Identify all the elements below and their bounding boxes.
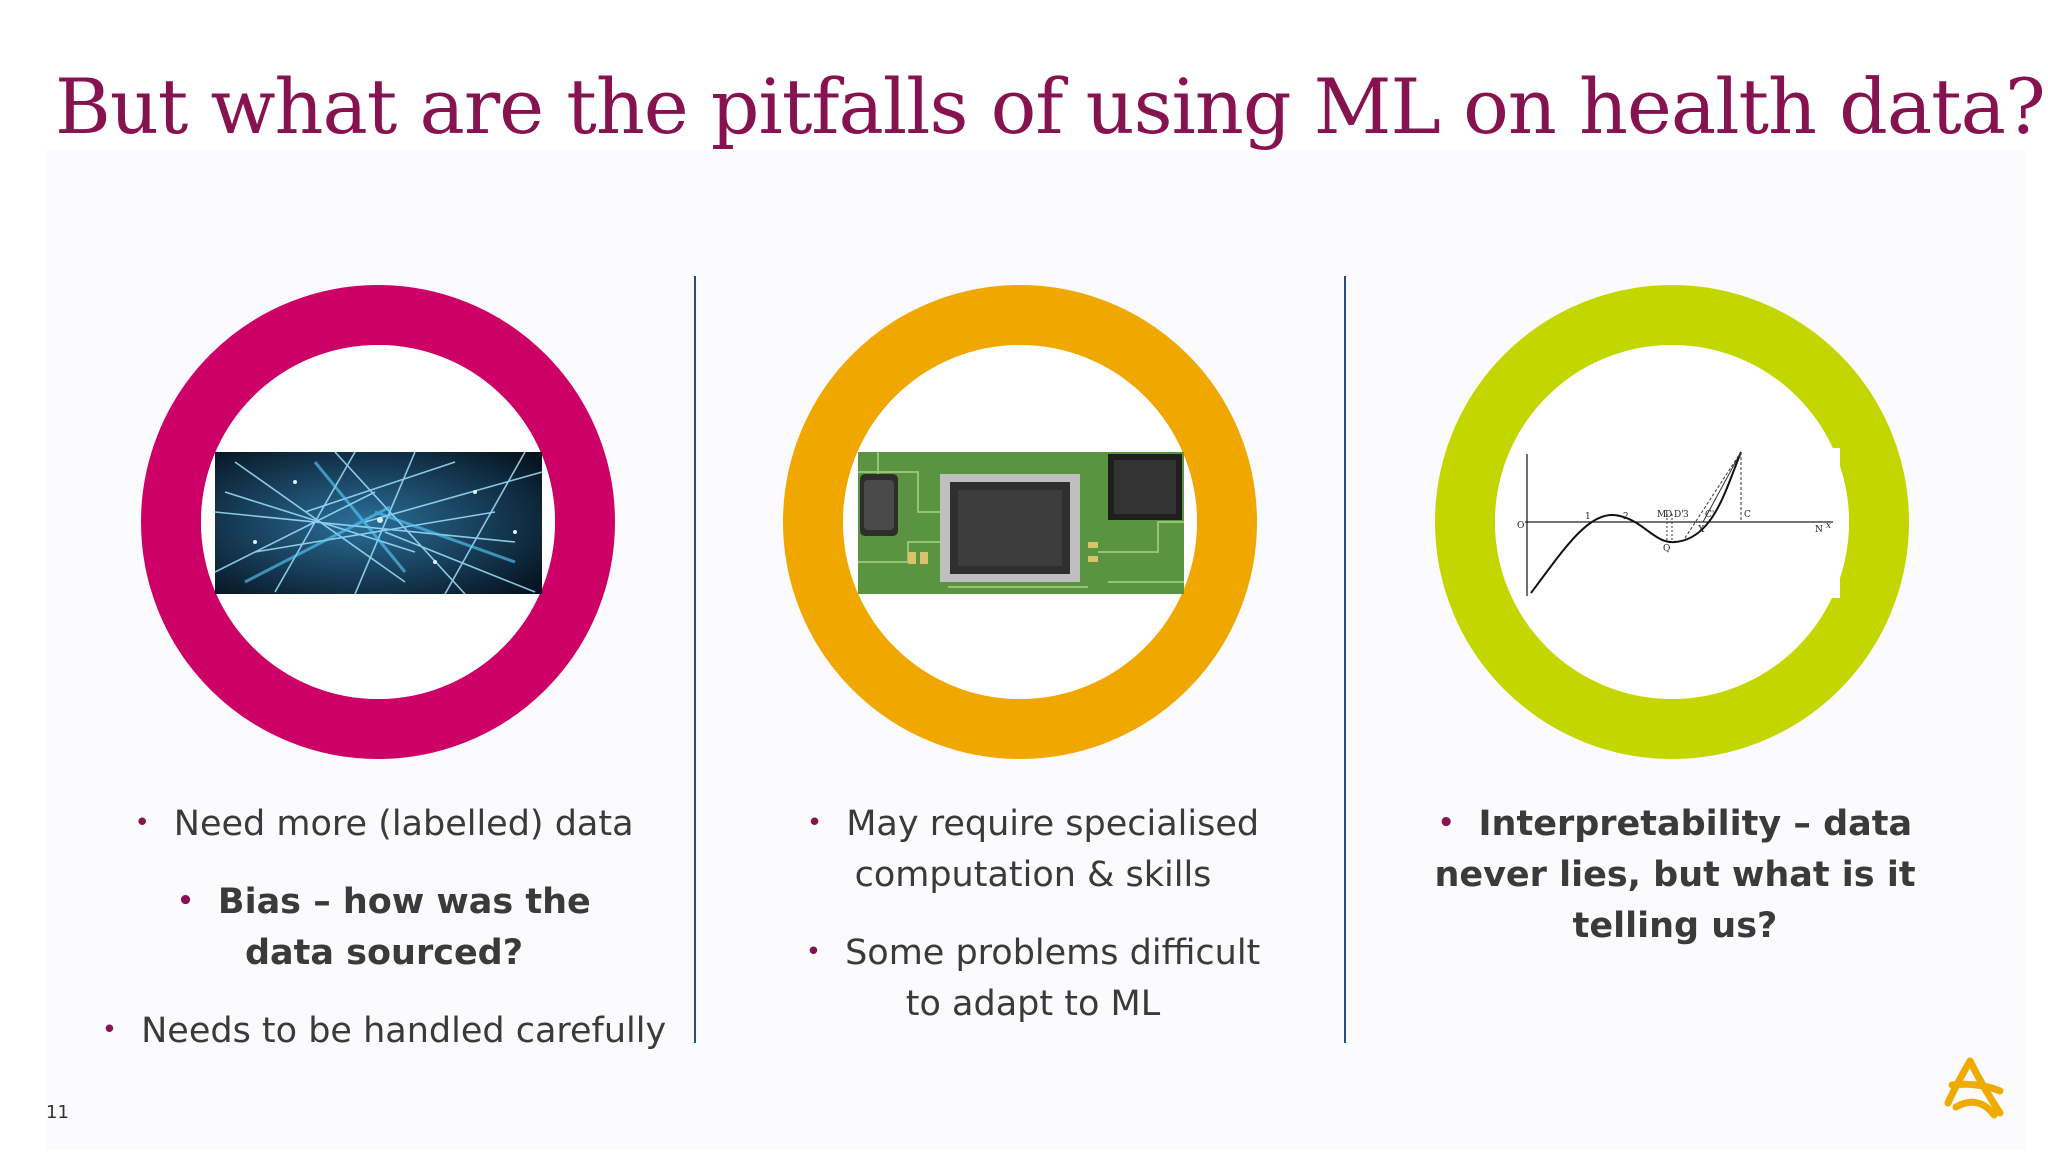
- cubic-curve-graph-image: O 1 2 M D D' 3 C' C Q X N x: [1515, 448, 1840, 598]
- abstract-light-network-image: [215, 452, 542, 594]
- bullet-item: • Some problems difficult to adapt to ML: [805, 933, 1261, 1024]
- graph-label: D': [1674, 510, 1684, 520]
- graph-label: N: [1815, 525, 1823, 535]
- column-divider: [1344, 276, 1346, 1043]
- graph-label: M: [1657, 510, 1666, 520]
- graph-label: O: [1517, 521, 1524, 531]
- column-1-bullets: • Need more (labelled) data • Bias – how w…: [84, 798, 684, 1083]
- graph-label: 2: [1623, 512, 1629, 522]
- graph-label: Q: [1663, 544, 1670, 554]
- brand-logo-icon: [1942, 1055, 2006, 1121]
- page-number: 11: [46, 1102, 69, 1123]
- graph-label: 3: [1683, 510, 1689, 520]
- bullet-item: • Bias – how was the data sourced?: [177, 882, 591, 973]
- graph-label: C: [1744, 510, 1751, 520]
- circuit-board-image: [858, 452, 1184, 594]
- bullet-item: • May require specialised computation & s…: [806, 804, 1260, 895]
- column-divider: [694, 276, 696, 1043]
- column-3-bullets: • Interpretability – data never lies, but…: [1375, 798, 1975, 978]
- graph-label: X: [1698, 525, 1705, 535]
- bullet-item: • Need more (labelled) data: [134, 804, 634, 844]
- bullet-item: • Interpretability – data never lies, but…: [1434, 804, 1916, 946]
- graph-label: C': [1705, 510, 1714, 520]
- graph-label: x: [1826, 521, 1831, 531]
- graph-label: D: [1665, 510, 1672, 520]
- bullet-item: • Needs to be handled carefully: [101, 1011, 667, 1051]
- slide-title: But what are the pitfalls of using ML on…: [55, 62, 2046, 151]
- column-2-bullets: • May require specialised computation & s…: [733, 798, 1333, 1056]
- graph-label: 1: [1585, 512, 1591, 522]
